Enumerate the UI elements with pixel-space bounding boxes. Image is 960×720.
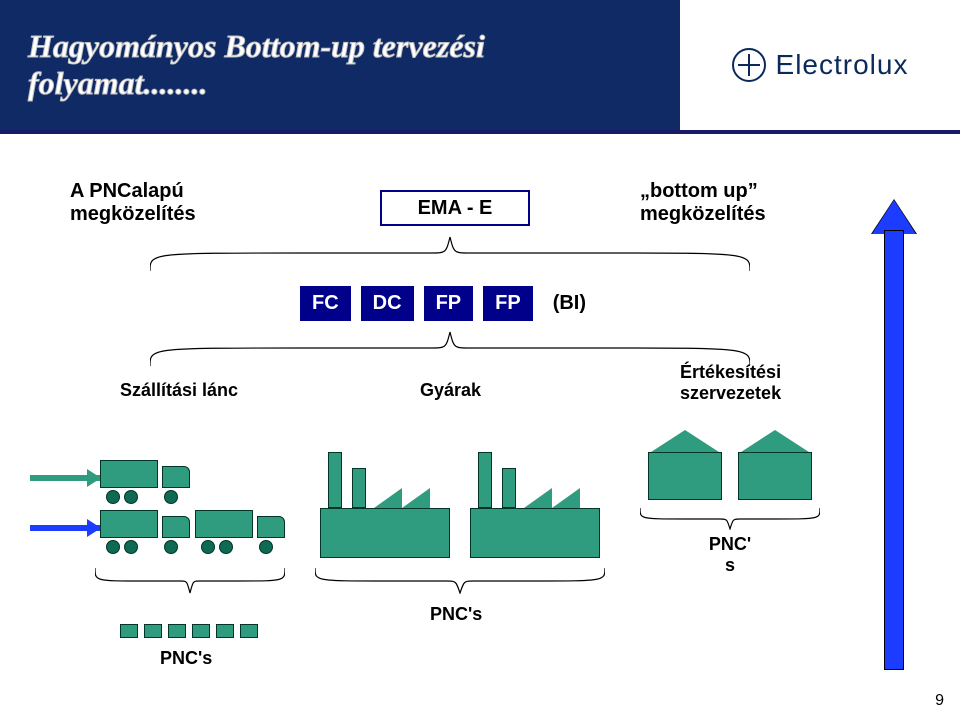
arrow-head-icon bbox=[872, 200, 916, 234]
chimney-icon bbox=[478, 452, 492, 508]
wheel-icon bbox=[259, 540, 273, 554]
brand-text: Electrolux bbox=[776, 49, 909, 81]
pnc-right-2: s bbox=[725, 555, 735, 575]
wheel-icon bbox=[106, 490, 120, 504]
title-line-2: folyamat........ bbox=[28, 65, 208, 101]
curly-brace-trucks bbox=[95, 568, 285, 594]
subtitle-right-1: „bottom up” bbox=[640, 180, 758, 202]
building-body bbox=[738, 452, 812, 500]
title-line-1: Hagyományos Bottom-up tervezési bbox=[28, 28, 485, 64]
truck-icon bbox=[100, 510, 190, 552]
wheel-icon bbox=[201, 540, 215, 554]
chimney-icon bbox=[328, 452, 342, 508]
curly-brace-sales bbox=[640, 508, 820, 530]
pnc-square bbox=[192, 624, 210, 638]
wheel-icon bbox=[106, 540, 120, 554]
factory-roof bbox=[402, 488, 430, 508]
subtitle-right: „bottom up” megközelítés bbox=[640, 180, 860, 226]
wheel-icon bbox=[124, 540, 138, 554]
pnc-square bbox=[120, 624, 138, 638]
pnc-square bbox=[216, 624, 234, 638]
label-factories: Gyárak bbox=[420, 380, 481, 401]
ema-label: EMA - E bbox=[418, 197, 493, 220]
factory-icon bbox=[470, 450, 600, 558]
truck-cab bbox=[257, 516, 285, 538]
label-supply-chain: Szállítási lánc bbox=[120, 380, 238, 401]
code-fc: FC bbox=[300, 286, 351, 321]
label-sales: Értékesítési szervezetek bbox=[680, 362, 781, 404]
factory-roof bbox=[552, 488, 580, 508]
truck-body bbox=[100, 460, 158, 488]
chimney-icon bbox=[502, 468, 516, 508]
pnc-square bbox=[240, 624, 258, 638]
brand-box: Electrolux bbox=[680, 0, 960, 130]
arrow-head-icon bbox=[87, 519, 101, 537]
truck-icon bbox=[100, 460, 190, 502]
truck-icon bbox=[195, 510, 285, 552]
code-row: FC DC FP FP (BI) bbox=[300, 286, 596, 321]
label-sales-1: Értékesítési bbox=[680, 362, 781, 382]
flow-arrow-1 bbox=[30, 475, 100, 481]
electrolux-icon bbox=[732, 48, 766, 82]
truck-body bbox=[195, 510, 253, 538]
code-bi: (BI) bbox=[543, 286, 596, 321]
wheel-icon bbox=[164, 540, 178, 554]
curly-brace-top bbox=[150, 235, 750, 271]
building-roof bbox=[738, 430, 812, 454]
code-fp-1: FP bbox=[424, 286, 474, 321]
subtitle-left-1: A PNCalapú bbox=[70, 180, 184, 202]
curly-brace-factories bbox=[315, 568, 605, 594]
slide-title: Hagyományos Bottom-up tervezési folyamat… bbox=[0, 28, 485, 102]
factory-base bbox=[470, 508, 600, 558]
pnc-squares-left bbox=[120, 624, 258, 638]
wheel-icon bbox=[124, 490, 138, 504]
building-body bbox=[648, 452, 722, 500]
factory-roof bbox=[524, 488, 552, 508]
label-sales-2: szervezetek bbox=[680, 383, 781, 403]
pnc-label-right: PNC' s bbox=[700, 534, 760, 576]
code-dc: DC bbox=[361, 286, 414, 321]
ema-box: EMA - E bbox=[380, 190, 530, 226]
truck-body bbox=[100, 510, 158, 538]
subtitle-left: A PNCalapú megközelítés bbox=[70, 180, 270, 226]
page-number: 9 bbox=[935, 692, 944, 710]
arrow-head-icon bbox=[87, 469, 101, 487]
sales-building-icon bbox=[738, 430, 812, 500]
chimney-icon bbox=[352, 468, 366, 508]
pnc-label-mid: PNC's bbox=[430, 604, 482, 625]
code-fp-2: FP bbox=[483, 286, 533, 321]
pnc-square bbox=[144, 624, 162, 638]
building-roof bbox=[648, 430, 722, 454]
truck-cab bbox=[162, 516, 190, 538]
subtitle-right-2: megközelítés bbox=[640, 203, 766, 225]
pnc-right-1: PNC' bbox=[709, 534, 751, 554]
big-up-arrow bbox=[876, 200, 912, 670]
arrow-stem bbox=[884, 230, 904, 670]
truck-cab bbox=[162, 466, 190, 488]
factory-icon bbox=[320, 450, 450, 558]
subtitle-left-2: megközelítés bbox=[70, 203, 196, 225]
wheel-icon bbox=[164, 490, 178, 504]
flow-arrow-2 bbox=[30, 525, 100, 531]
curly-brace-mid bbox=[150, 330, 750, 366]
pnc-square bbox=[168, 624, 186, 638]
wheel-icon bbox=[219, 540, 233, 554]
header-divider bbox=[0, 130, 960, 134]
sales-building-icon bbox=[648, 430, 722, 500]
factory-roof bbox=[374, 488, 402, 508]
factory-base bbox=[320, 508, 450, 558]
slide-header: Hagyományos Bottom-up tervezési folyamat… bbox=[0, 0, 960, 130]
pnc-label-left: PNC's bbox=[160, 648, 212, 669]
